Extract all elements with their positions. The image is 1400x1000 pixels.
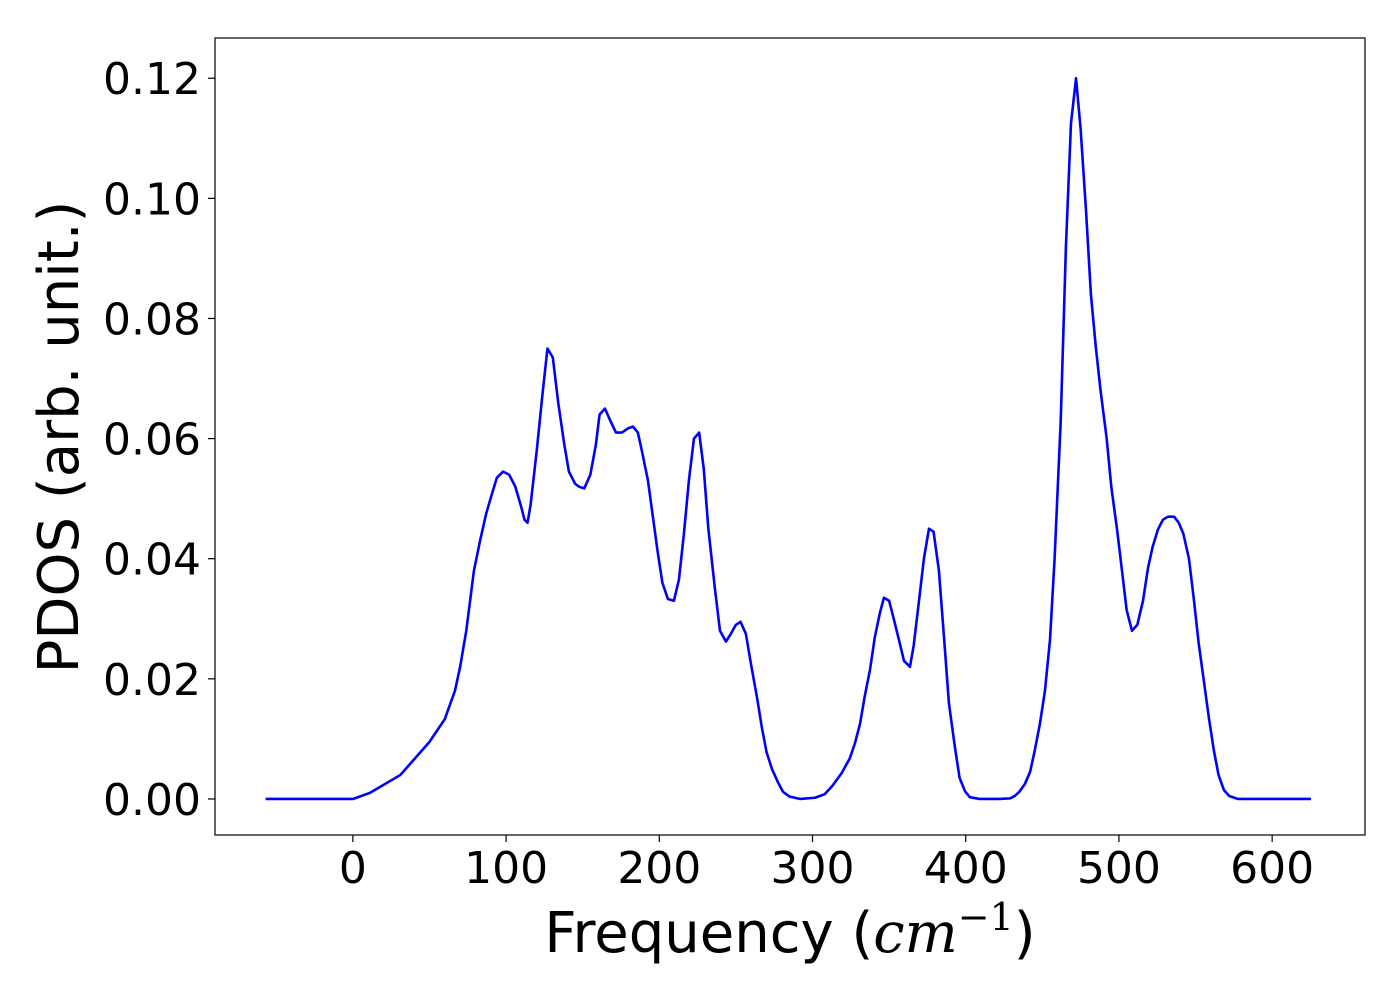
y-tick-label: 0.00 — [103, 775, 201, 826]
y-tick-label: 0.10 — [103, 174, 201, 225]
y-tick-label: 0.12 — [103, 54, 201, 105]
x-tick-label: 200 — [617, 843, 701, 894]
x-tick-label: 500 — [1077, 843, 1161, 894]
x-tick-label: 300 — [771, 843, 855, 894]
y-axis-label: PDOS (arb. unit.) — [27, 201, 92, 674]
y-tick-label: 0.04 — [103, 535, 201, 586]
x-axis-label: Frequency (cm−1) — [544, 895, 1035, 966]
x-label-part: ) — [1014, 901, 1036, 966]
x-label-part: Frequency ( — [544, 901, 873, 966]
x-tick-label: 400 — [924, 843, 1008, 894]
x-tick-label: 100 — [464, 843, 548, 894]
y-tick-label: 0.08 — [103, 294, 201, 345]
x-label-exponent: −1 — [958, 895, 1014, 939]
plot-frame — [214, 37, 1366, 836]
y-tick-label: 0.06 — [103, 415, 201, 466]
pdos-line — [265, 76, 1311, 801]
x-tick-label: 0 — [339, 843, 367, 894]
y-tick-label: 0.02 — [103, 655, 201, 706]
x-tick-label: 600 — [1230, 843, 1314, 894]
x-label-unit: cm — [873, 901, 957, 966]
